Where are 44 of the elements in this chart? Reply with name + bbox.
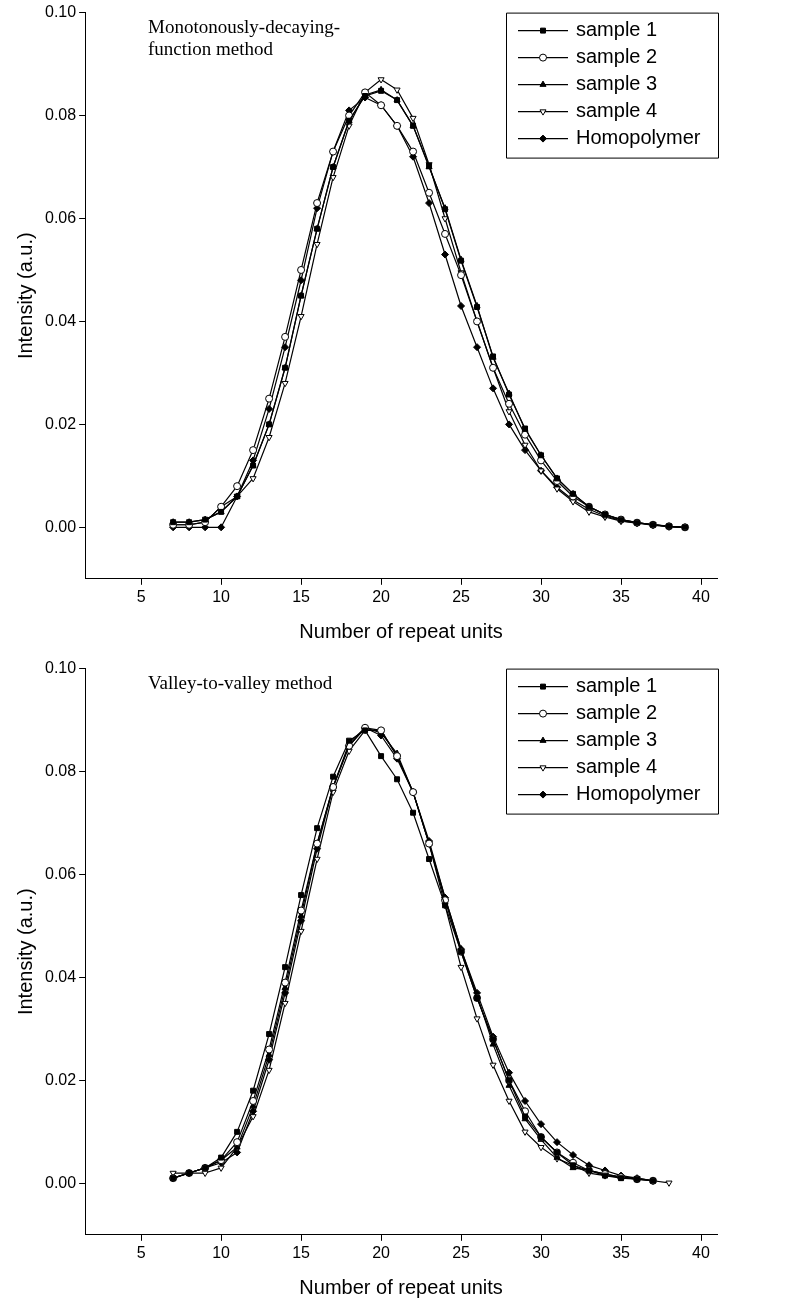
- x-tick-label: 10: [212, 587, 231, 605]
- x-tick-label: 35: [612, 587, 631, 605]
- y-tick-label: 0.10: [45, 659, 77, 677]
- legend-label: sample 3: [576, 728, 658, 751]
- x-tick-label: 30: [532, 587, 551, 605]
- x-tick-label: 5: [136, 1243, 146, 1261]
- x-tick-label: 20: [372, 1243, 391, 1261]
- x-axis-title: Number of repeat units: [299, 1275, 503, 1298]
- legend-label: Homopolymer: [576, 782, 701, 805]
- x-tick-label: 15: [292, 1243, 311, 1261]
- x-tick-label: 35: [612, 1243, 631, 1261]
- x-axis-title: Number of repeat units: [299, 619, 503, 642]
- legend-label: sample 1: [576, 18, 658, 41]
- annotation: Valley-to-valley method: [148, 672, 334, 694]
- annotation: Monotonously-decaying-function method: [148, 16, 342, 60]
- x-tick-label: 40: [692, 1243, 710, 1261]
- y-tick-label: 0.00: [45, 517, 77, 535]
- x-tick-label: 30: [532, 1243, 551, 1261]
- x-tick-label: 40: [692, 587, 710, 605]
- x-tick-label: 5: [136, 587, 146, 605]
- x-tick-label: 25: [452, 1243, 471, 1261]
- y-tick-label: 0.06: [45, 864, 77, 882]
- legend-label: sample 3: [576, 72, 658, 95]
- y-tick-label: 0.02: [45, 414, 77, 432]
- y-axis-title: Intensity (a.u.): [13, 888, 36, 1016]
- y-tick-label: 0.10: [45, 3, 77, 21]
- x-tick-label: 25: [452, 587, 471, 605]
- y-tick-label: 0.08: [45, 761, 77, 779]
- x-tick-label: 10: [212, 1243, 231, 1261]
- y-tick-label: 0.08: [45, 105, 77, 123]
- legend-label: sample 4: [576, 755, 658, 778]
- y-axis-title: Intensity (a.u.): [13, 232, 36, 360]
- legend-label: Homopolymer: [576, 126, 701, 149]
- y-tick-label: 0.00: [45, 1173, 77, 1191]
- y-tick-label: 0.06: [45, 208, 77, 226]
- x-tick-label: 20: [372, 587, 391, 605]
- legend-label: sample 2: [576, 701, 658, 724]
- legend-label: sample 1: [576, 674, 658, 697]
- x-tick-label: 15: [292, 587, 311, 605]
- y-tick-label: 0.04: [45, 311, 77, 329]
- y-tick-label: 0.04: [45, 967, 77, 985]
- legend-label: sample 4: [576, 99, 658, 122]
- y-tick-label: 0.02: [45, 1070, 77, 1088]
- legend-label: sample 2: [576, 45, 658, 68]
